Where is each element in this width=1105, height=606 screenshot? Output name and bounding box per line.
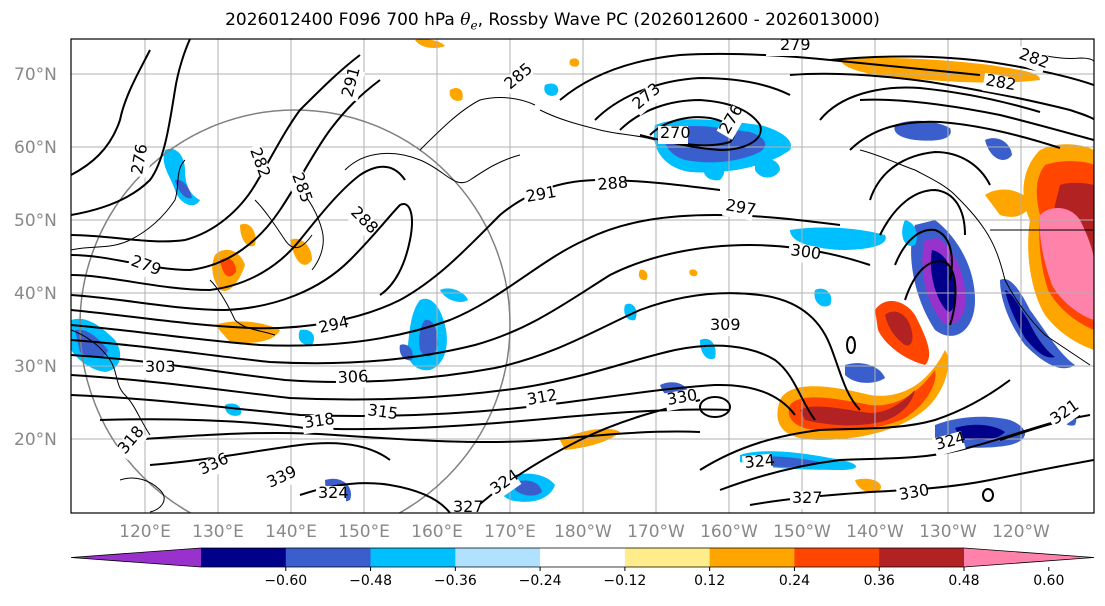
colorbar-segment [370,548,456,567]
lat-label-60n: 60°N [14,138,57,158]
lat-label-70n: 70°N [14,65,57,85]
colorbar-tick-label: −0.36 [434,573,477,589]
colorbar-segment [285,548,372,567]
contour-label: 318 [303,409,336,432]
contour-label: 306 [337,366,368,387]
contour-label: 279 [780,35,811,54]
theta-e-contours [71,39,1094,513]
longitude-labels: 120°E 130°E 140°E 150°E 160°E 170°E 180°… [119,522,1050,542]
lat-label-50n: 50°N [14,211,57,231]
title-suffix: , Rossby Wave PC (2026012600 - 202601300… [477,10,880,30]
colorbar-segment [624,548,711,567]
contour-label: 288 [597,172,629,194]
lon-label: 120°E [119,522,171,542]
colorbar-tick-label: 0.36 [864,573,895,589]
colorbar-tick-label: −0.24 [519,573,562,589]
colorbar-extend-low [71,548,201,567]
contour-label: 315 [366,400,399,423]
lon-label: 160°W [700,522,758,542]
colorbar-segment [794,548,880,567]
colorbar-extend-high [964,548,1094,567]
lon-label: 150°W [773,522,831,542]
title-subscript: e [470,18,478,33]
contour-label: 309 [710,315,741,334]
colorbar-tick-label: 0.12 [694,573,725,589]
lat-label-40n: 40°N [14,284,57,304]
lon-label: 120°W [992,522,1050,542]
lon-label: 180°W [554,522,612,542]
lon-label: 140°E [265,522,317,542]
colorbar-tick-label: 0.60 [1033,573,1064,589]
colorbar-tick-label: 0.48 [948,573,979,589]
colorbar-segment [540,548,626,567]
colorbar-segment [709,548,795,567]
lon-label: 140°W [846,522,904,542]
map-title: 2026012400 F096 700 hPa θe, Rossby Wave … [0,10,1105,32]
contour-label: 303 [145,357,176,376]
lon-label: 170°W [627,522,685,542]
map-content: 279 282 282 291 285 273 276 270 276 282 … [71,35,1094,516]
lat-label-20n: 20°N [14,430,57,450]
contour-label: 300 [789,240,822,263]
contour-labels: 279 282 282 291 285 273 276 270 276 282 … [114,35,1082,516]
lon-label: 130°W [919,522,977,542]
coastlines [71,49,1094,513]
colorbar: −0.60 −0.48 −0.36 −0.24 −0.12 0.12 0.24 0.36 0.4… [70,547,1095,589]
title-prefix: 2026012400 F096 700 hPa [225,10,461,30]
colorbar-segment [201,548,287,567]
latitude-labels: 70°N 60°N 50°N 40°N 30°N 20°N [14,65,57,450]
colorbar-tick-label: −0.12 [603,573,646,589]
lon-label: 170°E [484,522,536,542]
lon-label: 160°E [411,522,463,542]
colorbar-tick-label: −0.60 [264,573,307,589]
colorbar-tick-label: 0.24 [779,573,810,589]
title-theta: θ [460,10,471,30]
contour-label: 270 [660,123,691,142]
contour-label: 327 [453,497,484,516]
colorbar-outline [70,547,1095,568]
colorbar-segment [455,548,541,567]
colorbar-tick-label: −0.48 [349,573,392,589]
contour-label: 324 [318,483,349,502]
colorbar-segment [879,548,965,567]
lon-label: 130°E [192,522,244,542]
map-border [70,38,1095,514]
contour-label: 327 [792,488,823,507]
lat-label-30n: 30°N [14,357,57,377]
lon-label: 150°E [338,522,390,542]
anomaly-shading [71,39,1094,502]
contour-label: 324 [744,450,776,472]
